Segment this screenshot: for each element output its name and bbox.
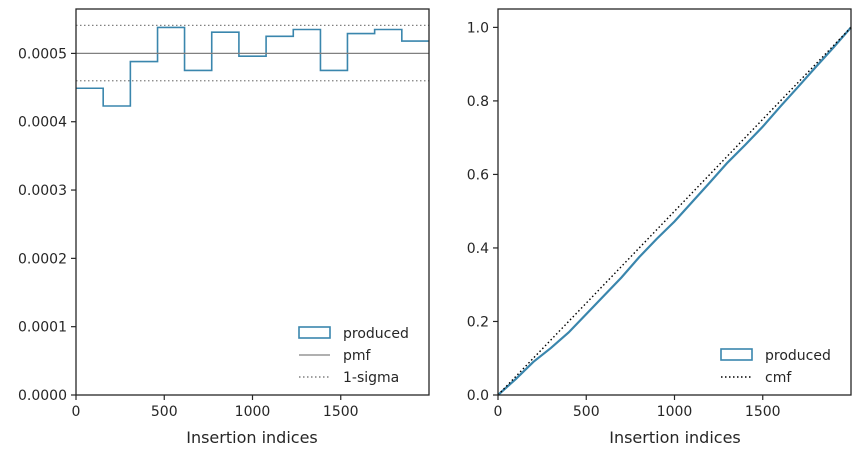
y-tick-label: 0.0002 — [18, 251, 67, 267]
y-tick-label: 0.0001 — [18, 320, 67, 336]
left-legend: produced pmf 1-sigma — [298, 326, 409, 386]
x-tick-label: 500 — [151, 404, 178, 420]
left-histogram-panel: 0 500 1000 1500 0.0000 0.0001 0.0002 0.0003 0.00… — [18, 8, 430, 447]
x-tick-label: 1500 — [323, 404, 359, 420]
legend-label: cmf — [765, 370, 792, 386]
y-tick-label: 0.6 — [467, 167, 489, 183]
x-tick-label: 0 — [494, 404, 503, 420]
y-tick-label: 0.8 — [467, 94, 489, 110]
y-tick-label: 0.0 — [467, 388, 489, 404]
legend-swatch-box — [298, 326, 331, 339]
y-tick-label: 0.0004 — [18, 115, 67, 131]
right-axes-frame — [497, 8, 852, 396]
right-series-marks — [497, 26, 852, 396]
y-tick-label: 0.0005 — [18, 46, 67, 62]
left-series-marks — [76, 24, 429, 107]
legend-label: produced — [765, 348, 831, 364]
series-produced-line — [497, 26, 852, 396]
y-tick-label: 0.0000 — [18, 388, 67, 404]
left-x-axis-label: Insertion indices — [186, 428, 318, 447]
legend-swatch-box — [720, 348, 753, 361]
right-axis-ticks: 0 500 1000 1500 0.0 0.2 0.4 0.6 0.8 1.0 — [467, 20, 781, 420]
legend-label: 1-sigma — [343, 370, 399, 386]
y-tick-label: 1.0 — [467, 20, 489, 36]
left-axis-ticks: 0 500 1000 1500 0.0000 0.0001 0.0002 0.0003 0.00… — [18, 46, 359, 420]
y-tick-label: 0.4 — [467, 241, 489, 257]
series-cmf-line — [497, 26, 852, 396]
legend-label: produced — [343, 326, 409, 342]
x-tick-label: 1000 — [657, 404, 693, 420]
x-tick-label: 1000 — [235, 404, 271, 420]
legend-label: pmf — [343, 348, 372, 364]
right-x-axis-label: Insertion indices — [609, 428, 741, 447]
y-tick-label: 0.0003 — [18, 183, 67, 199]
x-tick-label: 1500 — [745, 404, 781, 420]
series-produced-step — [76, 26, 429, 107]
y-tick-label: 0.2 — [467, 314, 489, 330]
x-tick-label: 0 — [72, 404, 81, 420]
right-cdf-panel: 0 500 1000 1500 0.0 0.2 0.4 0.6 0.8 1.0 Insertion… — [467, 8, 852, 447]
x-tick-label: 500 — [573, 404, 600, 420]
right-legend: produced cmf — [720, 348, 831, 386]
